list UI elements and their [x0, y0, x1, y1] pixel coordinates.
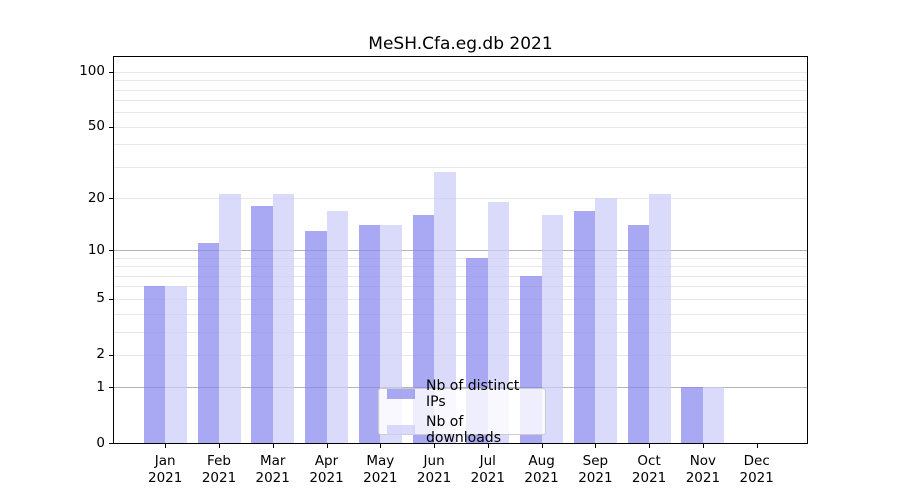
bar-distinct-ips-mar [251, 206, 273, 443]
y-tick-2 [109, 354, 113, 356]
y-tick-20 [109, 198, 113, 200]
bar-downloads-feb [219, 194, 241, 443]
y-tick-5 [109, 298, 113, 300]
legend: Nb of distinct IPs Nb of downloads [378, 378, 546, 446]
gridline-minor-30 [114, 166, 807, 168]
gridline-minor-100 [114, 71, 807, 73]
bar-downloads-aug [541, 215, 564, 443]
bar-downloads-jul [487, 202, 510, 443]
x-tick-jan [165, 444, 167, 448]
y-tick-10 [109, 250, 113, 252]
y-tick-label-5: 5 [96, 290, 105, 307]
gridline-minor-60 [114, 112, 807, 114]
x-tick-label-apr: Apr 2021 [309, 453, 344, 486]
x-tick-feb [219, 444, 220, 448]
gridline-minor-4 [114, 313, 807, 315]
bar-downloads-mar [272, 194, 295, 443]
gridline-minor-8 [114, 266, 807, 268]
bar-distinct-ips-oct [627, 225, 650, 443]
legend-label-distinct-ips: Nb of distinct IPs [426, 377, 520, 410]
bar-downloads-apr [326, 210, 348, 443]
bar-distinct-ips-feb [197, 243, 219, 443]
gridline-minor-50 [114, 126, 807, 128]
plot-area [113, 56, 808, 444]
gridline-minor-3 [114, 331, 807, 333]
gridline-minor-7 [114, 275, 807, 277]
x-tick-may [380, 444, 382, 448]
gridline-minor-20 [114, 198, 807, 200]
legend-item-downloads: Nb of downloads [387, 414, 537, 446]
bar-distinct-ips-sep [573, 210, 596, 443]
y-tick-100 [109, 71, 113, 73]
bar-distinct-ips-may [358, 225, 381, 443]
gridline-minor-70 [114, 100, 807, 102]
x-tick-aug [541, 444, 543, 448]
y-tick-1 [109, 387, 113, 389]
x-tick-nov [702, 444, 704, 448]
gridline-minor-9 [114, 257, 807, 259]
y-tick-50 [109, 126, 113, 128]
legend-item-distinct-ips: Nb of distinct IPs [387, 378, 537, 410]
x-tick-label-dec: Dec 2021 [739, 453, 774, 486]
x-tick-mar [272, 444, 274, 448]
x-tick-label-nov: Nov 2021 [685, 453, 721, 486]
bar-downloads-jun [434, 172, 456, 443]
bar-downloads-nov [702, 387, 725, 443]
gridline-minor-80 [114, 89, 807, 91]
bar-downloads-sep [595, 198, 617, 443]
x-tick-label-mar: Mar 2021 [255, 453, 290, 486]
chart-title: MeSH.Cfa.eg.db 2021 [368, 34, 553, 54]
y-tick-label-10: 10 [87, 241, 105, 258]
gridline-minor-2 [114, 354, 807, 356]
y-tick-label-0: 0 [96, 434, 105, 451]
bar-distinct-ips-nov [681, 387, 703, 443]
y-tick-label-100: 100 [79, 63, 105, 80]
bar-distinct-ips-jun [412, 215, 435, 443]
x-tick-label-jun: Jun 2021 [416, 453, 452, 486]
x-tick-label-may: May 2021 [363, 453, 398, 486]
gridline-minor-40 [114, 144, 807, 146]
bar-downloads-oct [649, 194, 671, 443]
bar-distinct-ips-jan [143, 286, 166, 443]
x-tick-sep [595, 444, 597, 448]
gridline-major-10 [114, 250, 807, 252]
bar-distinct-ips-apr [305, 230, 327, 443]
x-tick-label-oct: Oct 2021 [631, 453, 667, 486]
gridline-minor-6 [114, 286, 807, 288]
y-tick-label-1: 1 [96, 378, 105, 395]
x-tick-label-jul: Jul 2021 [470, 453, 505, 486]
legend-swatch-distinct-ips [387, 388, 415, 399]
legend-swatch-downloads [387, 424, 415, 435]
x-tick-label-aug: Aug 2021 [524, 453, 559, 486]
legend-label-downloads: Nb of downloads [426, 413, 501, 446]
y-tick-label-2: 2 [96, 346, 105, 363]
x-tick-dec [756, 444, 758, 448]
gridline-minor-5 [114, 298, 807, 300]
x-tick-oct [649, 444, 651, 448]
x-tick-jun [434, 444, 436, 448]
gridline-minor-90 [114, 80, 807, 82]
gridline-major-1 [114, 387, 807, 389]
y-tick-label-50: 50 [87, 118, 105, 135]
x-tick-jul [487, 444, 489, 448]
x-tick-label-jan: Jan 2021 [148, 453, 183, 486]
y-tick-0 [109, 443, 113, 444]
x-tick-apr [326, 444, 328, 448]
x-tick-label-sep: Sep 2021 [578, 453, 613, 486]
bar-downloads-jan [165, 286, 187, 443]
y-tick-label-20: 20 [87, 189, 105, 206]
x-tick-label-feb: Feb 2021 [201, 453, 237, 486]
